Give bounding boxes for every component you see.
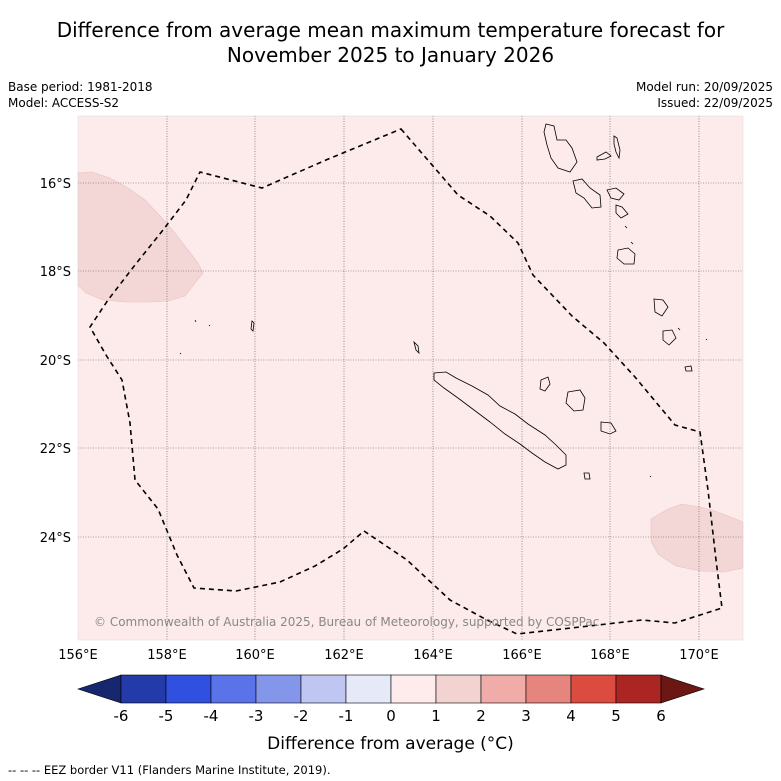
reef-dot-4 xyxy=(624,225,628,229)
vanuatu-espiritu-santo xyxy=(543,123,578,173)
cb-tick-m6: -6 xyxy=(114,707,129,725)
belep-islands xyxy=(413,340,420,355)
vanuatu-pentecost xyxy=(606,187,625,201)
vanuatu-efate xyxy=(616,247,636,265)
lat-labels: 16°S 18°S 20°S 22°S 24°S xyxy=(40,177,71,546)
colorbar-under xyxy=(77,674,122,704)
title-line-2: November 2025 to January 2026 xyxy=(226,43,555,67)
vanuatu-aneityum xyxy=(684,365,693,372)
lat-label-22s: 22°S xyxy=(40,442,71,457)
cb-tick-m2: -2 xyxy=(294,707,309,725)
colorbar-bin-m6-m5 xyxy=(120,674,167,704)
map-background xyxy=(78,116,743,640)
reef-dot-5 xyxy=(630,241,634,245)
chart-title: Difference from average mean maximum tem… xyxy=(0,18,781,68)
lat-label-20s: 20°S xyxy=(40,354,71,369)
base-period: Base period: 1981-2018 xyxy=(8,80,153,94)
cb-tick-2: 2 xyxy=(476,707,486,725)
colorbar xyxy=(77,674,705,704)
colorbar-over xyxy=(660,674,705,704)
warm-patch-west xyxy=(77,171,204,303)
cb-tick-6: 6 xyxy=(656,707,666,725)
cb-tick-5: 5 xyxy=(611,707,621,725)
cb-tick-3: 3 xyxy=(521,707,531,725)
lon-label-164e: 164°E xyxy=(413,648,453,663)
vanuatu-tanna xyxy=(662,329,677,346)
eez-footnote: -- -- -- EEZ border V11 (Flanders Marine… xyxy=(8,763,331,777)
isle-of-pines xyxy=(583,472,591,480)
model-run: Model run: 20/09/2025 xyxy=(635,80,773,94)
vanuatu-epi xyxy=(615,204,629,219)
cb-tick-1: 1 xyxy=(431,707,441,725)
chesterfield-reef xyxy=(250,320,255,332)
cb-tick-m5: -5 xyxy=(159,707,174,725)
cb-tick-m3: -3 xyxy=(249,707,264,725)
model-name: Model: ACCESS-S2 xyxy=(8,96,120,110)
lon-labels: 156°E 158°E 160°E 162°E 164°E 166°E 168°… xyxy=(58,648,719,663)
hunter-islet xyxy=(705,338,708,341)
futuna-islet xyxy=(677,327,681,331)
lon-label-158e: 158°E xyxy=(147,648,187,663)
lat-label-16s: 16°S xyxy=(40,177,71,192)
lon-label-170e: 170°E xyxy=(679,648,719,663)
loyalty-lifou xyxy=(565,389,586,412)
lat-label-18s: 18°S xyxy=(40,265,71,280)
cb-tick-m1: -1 xyxy=(339,707,354,725)
vanuatu-malakula xyxy=(572,178,602,209)
walpole-islet xyxy=(649,475,652,478)
reef-dot-3 xyxy=(179,352,182,355)
reef-dot-2 xyxy=(208,324,211,327)
vanuatu-maewo xyxy=(613,135,621,160)
new-caledonia-main xyxy=(433,371,567,470)
colorbar-label: Difference from average (°C) xyxy=(267,734,514,754)
vanuatu-ambae xyxy=(596,151,612,161)
colorbar-bin-5-6 xyxy=(615,674,662,704)
colorbar-bin-m2-m1 xyxy=(300,674,347,704)
loyalty-ouvea xyxy=(539,376,551,392)
colorbar-bin-m3-m2 xyxy=(255,674,302,704)
lon-label-156e: 156°E xyxy=(58,648,98,663)
colorbar-bin-m5-m4 xyxy=(165,674,212,704)
loyalty-mare xyxy=(600,421,617,435)
copyright-notice: © Commonwealth of Australia 2025, Bureau… xyxy=(94,615,599,629)
meta-right: Model run: 20/09/2025 Issued: 22/09/2025 xyxy=(636,79,773,111)
cb-tick-4: 4 xyxy=(566,707,576,725)
map-frame xyxy=(77,115,744,641)
colorbar-bin-3-4 xyxy=(525,674,572,704)
colorbar-bin-m4-m3 xyxy=(210,674,257,704)
lon-label-168e: 168°E xyxy=(590,648,630,663)
colorbar-ticks: -6 -5 -4 -3 -2 -1 0 1 2 3 4 5 6 xyxy=(114,707,666,725)
lon-label-160e: 160°E xyxy=(235,648,275,663)
colorbar-bin-4-5 xyxy=(570,674,617,704)
lon-label-166e: 166°E xyxy=(502,648,542,663)
eez-border xyxy=(89,128,723,635)
colorbar-bin-0-1 xyxy=(390,674,437,704)
vanuatu-erromango xyxy=(653,298,669,317)
colorbar-bin-1-2 xyxy=(435,674,482,704)
meta-left: Base period: 1981-2018 Model: ACCESS-S2 xyxy=(8,79,153,111)
colorbar-bin-2-3 xyxy=(480,674,527,704)
issued-date: Issued: 22/09/2025 xyxy=(657,96,773,110)
title-line-1: Difference from average mean maximum tem… xyxy=(56,18,725,42)
lat-label-24s: 24°S xyxy=(40,531,71,546)
coastlines xyxy=(179,123,708,480)
cb-tick-0: 0 xyxy=(386,707,396,725)
lon-label-162e: 162°E xyxy=(324,648,364,663)
cb-tick-m4: -4 xyxy=(204,707,219,725)
gridlines xyxy=(78,116,743,640)
colorbar-bin-m1-0 xyxy=(345,674,392,704)
reef-dot-1 xyxy=(194,319,197,323)
